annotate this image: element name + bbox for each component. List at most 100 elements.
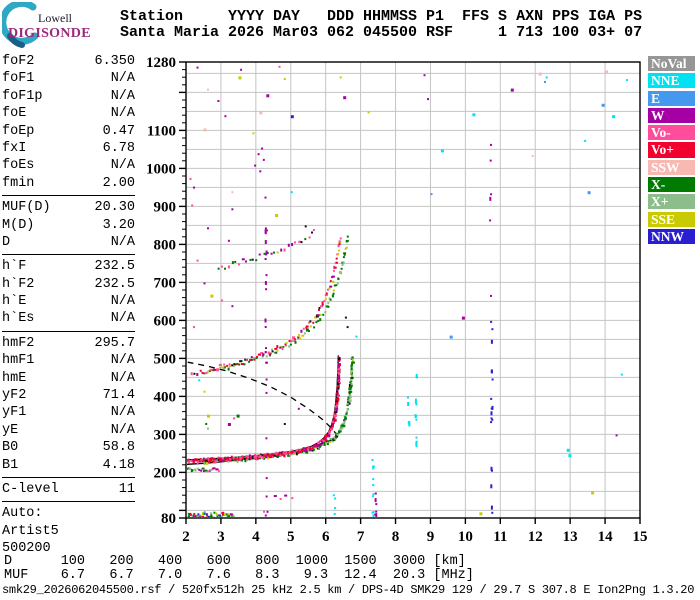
d-muf-table: D 100 200 400 600 800 1000 1500 3000 [km… xyxy=(4,554,474,584)
param-label: h`E xyxy=(2,294,27,310)
echo-trace-layer xyxy=(187,65,628,517)
param-value: 4.18 xyxy=(102,457,135,473)
param-row: foEp 0.47 xyxy=(2,123,135,140)
header-values-row: Santa Maria 2026 Mar03 062 045500 RSF 1 … xyxy=(120,24,643,41)
legend-item: NNW xyxy=(648,228,695,244)
param-label: foE xyxy=(2,106,27,122)
param-label: B0 xyxy=(2,440,19,456)
legend-item: SSE xyxy=(648,211,695,227)
legend-item: SSW xyxy=(648,159,695,175)
param-label: foF1 xyxy=(2,71,35,87)
param-value: N/A xyxy=(110,294,135,310)
echo-direction-legend: NoVal NNE E W Vo- Vo+ SSW X- X+ SSE NNW xyxy=(648,56,695,246)
param-row: C-level 11 xyxy=(2,481,135,498)
legend-item: X- xyxy=(648,176,695,193)
x-axis-tick-label: 8 xyxy=(392,529,400,545)
x-axis-tick-label: 13 xyxy=(563,529,578,545)
param-row: hmF1 N/A xyxy=(2,352,135,369)
param-row: fxI 6.78 xyxy=(2,140,135,157)
param-value: N/A xyxy=(110,71,135,87)
param-label: foEs xyxy=(2,158,35,174)
param-label: yE xyxy=(2,422,19,438)
param-label: MUF(D) xyxy=(2,200,51,216)
param-row: B0 58.8 xyxy=(2,439,135,456)
status-bar: smk29_2026062045500.rsf / 520fx512h 25 k… xyxy=(2,583,695,597)
param-label: hmF2 xyxy=(2,335,35,351)
param-value: N/A xyxy=(110,88,135,104)
y-axis-tick-label: 700 xyxy=(154,275,177,291)
x-axis-tick-label: 9 xyxy=(427,529,435,545)
y-axis-tick-label: 800 xyxy=(154,237,177,253)
param-row: h`Es N/A xyxy=(2,310,135,327)
legend-item: Vo+ xyxy=(648,142,695,158)
legend-item: Vo- xyxy=(648,125,695,141)
muf-row: MUF 6.7 6.7 7.0 7.6 8.3 9.3 12.4 20.3 [M… xyxy=(4,568,474,584)
param-value: 11 xyxy=(118,481,135,497)
legend-item: NoVal xyxy=(648,56,695,72)
legend-item: NNE xyxy=(648,73,695,89)
logo-digisonde-text: DIGISONDE xyxy=(8,26,91,41)
x-axis-tick-label: 10 xyxy=(458,529,473,545)
param-label: h`F xyxy=(2,259,27,275)
x-axis-tick-label: 6 xyxy=(322,529,330,545)
param-row: fmin 2.00 xyxy=(2,175,135,192)
param-value: 6.350 xyxy=(94,54,135,69)
param-label: hmE xyxy=(2,370,27,386)
param-row: foF1 N/A xyxy=(2,70,135,87)
param-value: 232.5 xyxy=(94,259,135,275)
param-value: N/A xyxy=(110,158,135,174)
param-row: yF1 N/A xyxy=(2,404,135,421)
divider xyxy=(2,330,135,332)
parameter-panel: foF2 6.350 foF1 N/A foF1p N/A foE N/A foEp 0.47 fx… xyxy=(2,53,135,558)
param-row: foEs N/A xyxy=(2,157,135,174)
legend-item: W xyxy=(648,107,695,124)
y-axis-tick-label: 400 xyxy=(154,389,177,405)
param-value: 295.7 xyxy=(94,335,135,351)
legend-item: X+ xyxy=(648,194,695,210)
digisonde-swoosh-icon xyxy=(2,2,39,48)
param-label: yF1 xyxy=(2,405,27,421)
x-axis-tick-label: 2 xyxy=(182,529,190,545)
param-value: 232.5 xyxy=(94,276,135,292)
autoscaler-info-line: Auto: xyxy=(2,506,43,522)
y-axis-tick-label: 600 xyxy=(154,313,177,329)
param-row: yF2 71.4 xyxy=(2,387,135,404)
y-axis-tick-label: 500 xyxy=(154,351,177,367)
param-label: foF1p xyxy=(2,88,43,104)
param-row: h`F 232.5 xyxy=(2,258,135,275)
legend-item: E xyxy=(648,90,695,106)
param-value: 20.30 xyxy=(94,200,135,216)
param-row: foE N/A xyxy=(2,105,135,122)
param-value: 71.4 xyxy=(102,388,135,404)
param-row: foF1p N/A xyxy=(2,88,135,105)
x-axis-tick-label: 5 xyxy=(287,529,295,545)
param-value: N/A xyxy=(110,234,135,250)
param-value: 6.78 xyxy=(102,140,135,156)
divider xyxy=(2,476,135,478)
param-value: N/A xyxy=(110,370,135,386)
param-row: hmE N/A xyxy=(2,370,135,387)
divider xyxy=(2,501,135,503)
logo-lowell-text: Lowell xyxy=(38,11,72,25)
x-axis-tick-label: 4 xyxy=(252,529,260,545)
param-row: MUF(D) 20.30 xyxy=(2,199,135,216)
y-axis-tick-label: 200 xyxy=(154,465,177,481)
param-row: hmF2 295.7 xyxy=(2,335,135,352)
y-axis-tick-label: 80 xyxy=(161,511,176,527)
param-value: N/A xyxy=(110,106,135,122)
param-label: hmF1 xyxy=(2,353,35,369)
x-axis-tick-label: 11 xyxy=(493,529,507,545)
param-label: yF2 xyxy=(2,388,27,404)
station-header: Station YYYY DAY DDD HHMMSS P1 FFS S AXN… xyxy=(120,9,642,41)
param-label: h`Es xyxy=(2,311,35,327)
x-axis-tick-label: 14 xyxy=(598,529,614,545)
param-value: 3.20 xyxy=(102,217,135,233)
header-columns-row: Station YYYY DAY DDD HHMMSS P1 FFS S AXN… xyxy=(120,8,643,25)
y-axis-tick-label: 1280 xyxy=(146,55,176,71)
x-axis-tick-label: 7 xyxy=(357,529,365,545)
param-row: foF2 6.350 xyxy=(2,53,135,70)
param-value: 0.47 xyxy=(102,123,135,139)
distance-row: D 100 200 400 600 800 1000 1500 3000 [km… xyxy=(4,554,466,569)
param-label: foEp xyxy=(2,123,35,139)
param-label: fmin xyxy=(2,175,35,191)
